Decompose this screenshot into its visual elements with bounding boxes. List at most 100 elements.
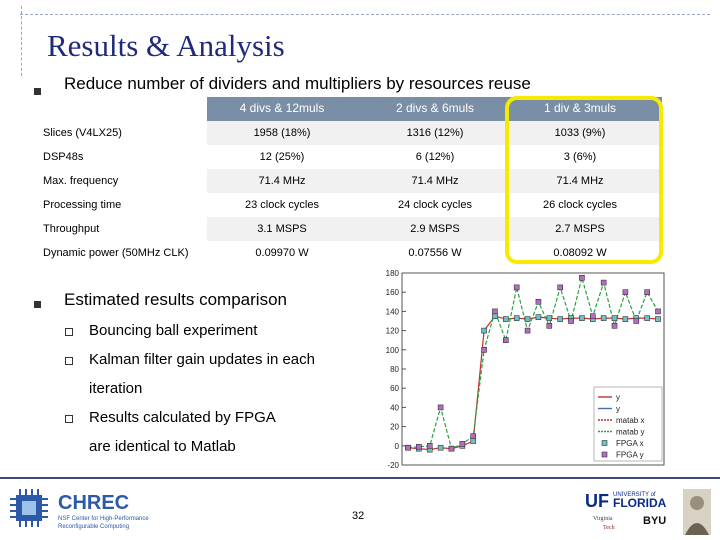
chrec-logo-sub1: NSF Center for High-Performance bbox=[58, 516, 149, 522]
data-point-fpga-y bbox=[600, 279, 607, 286]
data-point-fpga-x bbox=[611, 315, 618, 321]
data-point-fpga-y bbox=[579, 275, 585, 281]
table-cell: 23 clock cycles bbox=[245, 199, 319, 211]
title-rule bbox=[20, 14, 710, 15]
table-row-bg bbox=[207, 121, 662, 145]
table-cell: 0.07556 W bbox=[408, 247, 462, 259]
sub-bullet-text: iteration bbox=[89, 380, 143, 397]
table-cell: 24 clock cycles bbox=[398, 199, 472, 211]
data-point-fpga-y bbox=[513, 284, 520, 291]
y-tick-label: 180 bbox=[386, 269, 400, 278]
bullet-square-icon bbox=[34, 301, 41, 308]
data-point-fpga-x bbox=[622, 316, 629, 322]
data-point-fpga-y bbox=[481, 347, 487, 353]
data-point-fpga-y bbox=[633, 318, 640, 324]
table-header-cell: 1 div & 3muls bbox=[543, 101, 617, 115]
data-point-fpga-y bbox=[437, 404, 444, 411]
bullet-results-comparison: Estimated results comparison bbox=[64, 290, 287, 309]
data-point-fpga-y bbox=[655, 308, 661, 315]
table-cell: 71.4 MHz bbox=[556, 175, 604, 187]
data-point-fpga-x bbox=[470, 438, 477, 444]
results-chart: 180 160 140 120 100 80 60 40 20 0 -20 y y matab x mata… bbox=[370, 265, 670, 475]
results-chart-svg: 180 160 140 120 100 80 60 40 20 0 -20 yy matab x mata… bbox=[386, 269, 665, 470]
table-header-cell: 4 divs & 12muls bbox=[239, 101, 325, 115]
sub-bullet-icon bbox=[65, 357, 73, 365]
data-point-fpga-y bbox=[426, 443, 433, 449]
data-point-fpga-x bbox=[557, 316, 563, 322]
table-header-bar bbox=[207, 97, 662, 121]
data-point-fpga-y bbox=[470, 433, 477, 439]
data-point-fpga-y bbox=[644, 289, 650, 296]
legend-swatch bbox=[601, 440, 608, 446]
data-point-fpga-x bbox=[503, 316, 509, 322]
y-tick-label: 80 bbox=[390, 365, 399, 374]
data-point-fpga-y bbox=[492, 308, 498, 315]
legend-label: FPGA x bbox=[616, 439, 644, 448]
legend-label: matab y bbox=[616, 428, 644, 437]
data-point-fpga-y bbox=[546, 322, 553, 329]
table-row-label: Processing time bbox=[43, 199, 122, 211]
table-cell: 71.4 MHz bbox=[258, 175, 306, 187]
table-cell: 3.1 MSPS bbox=[257, 223, 307, 235]
table-cell: 12 (25%) bbox=[259, 151, 305, 163]
portrait-icon bbox=[683, 489, 711, 535]
y-tick-label: 40 bbox=[390, 403, 399, 412]
chrec-logo: CHREC NSF Center for High-Performance Re… bbox=[6, 485, 196, 535]
data-point-fpga-y bbox=[448, 445, 455, 452]
y-tick-label: 20 bbox=[390, 423, 399, 432]
vt-logo-b: Tech bbox=[603, 525, 615, 531]
data-point-fpga-y bbox=[557, 284, 563, 291]
uf-logo-sub2: FLORIDA bbox=[613, 496, 667, 510]
bullet-square-icon bbox=[34, 88, 41, 95]
data-point-fpga-y bbox=[611, 322, 618, 329]
table-row-bg bbox=[207, 217, 662, 241]
vt-logo-a: Virginia bbox=[593, 516, 613, 522]
y-tick-label: 0 bbox=[395, 442, 400, 451]
table-cell: 0.09970 W bbox=[255, 247, 309, 259]
sub-bullet-text: Results calculated by FPGA bbox=[89, 409, 276, 426]
bullet-resources-reuse: Reduce number of dividers and multiplier… bbox=[64, 74, 531, 93]
data-point-fpga-y bbox=[622, 289, 629, 296]
table-cell: 1033 (9%) bbox=[554, 127, 606, 139]
footer-rule bbox=[0, 477, 720, 479]
table-row-label: Slices (V4LX25) bbox=[43, 127, 122, 139]
data-point-fpga-y bbox=[568, 318, 574, 324]
data-point-fpga-y bbox=[503, 337, 509, 343]
legend-label: FPGA y bbox=[616, 451, 644, 460]
data-point-fpga-x bbox=[524, 316, 531, 322]
sub-bullet-icon bbox=[65, 415, 73, 423]
chrec-logo-sub2: Reconfigurable Computing bbox=[58, 524, 129, 530]
table-row-label: Max. frequency bbox=[43, 175, 119, 187]
data-point-fpga-x bbox=[481, 327, 487, 334]
y-tick-label: 140 bbox=[386, 307, 400, 316]
sub-bullet-icon bbox=[65, 328, 73, 336]
table-cell: 1316 (12%) bbox=[406, 127, 464, 139]
data-point-fpga-y bbox=[535, 298, 542, 305]
data-point-fpga-x bbox=[655, 316, 661, 322]
title-vertical-rule bbox=[21, 6, 22, 76]
y-tick-label: 160 bbox=[386, 288, 400, 297]
data-point-fpga-x bbox=[492, 313, 498, 320]
table-cell: 3 (6%) bbox=[563, 151, 597, 163]
uf-logo-mark: UF bbox=[585, 491, 609, 511]
data-point-fpga-x bbox=[437, 444, 444, 451]
highlight-box bbox=[505, 96, 663, 264]
table-cell: 1958 (18%) bbox=[253, 127, 311, 139]
legend-swatch bbox=[601, 451, 608, 458]
table-cell: 26 clock cycles bbox=[543, 199, 617, 211]
data-point-fpga-x bbox=[546, 315, 553, 321]
legend-label: y bbox=[616, 405, 620, 414]
table-row-label: Throughput bbox=[43, 223, 100, 235]
y-tick-label: -20 bbox=[387, 461, 399, 470]
legend-label: y bbox=[616, 393, 620, 402]
data-point-fpga-y bbox=[459, 441, 466, 447]
slide-title: Results & Analysis bbox=[47, 28, 285, 63]
data-point-fpga-x bbox=[644, 315, 650, 321]
university-logos: UF UNIVERSITY of FLORIDA Virginia Tech B… bbox=[583, 487, 713, 537]
table-cell: 71.4 MHz bbox=[411, 175, 459, 187]
data-point-fpga-y bbox=[405, 444, 411, 451]
data-point-fpga-x bbox=[535, 314, 542, 320]
sub-bullet-text: Kalman filter gain updates in each bbox=[89, 351, 315, 368]
table-cell: 6 (12%) bbox=[415, 151, 455, 163]
chrec-chip-icon bbox=[10, 489, 48, 527]
